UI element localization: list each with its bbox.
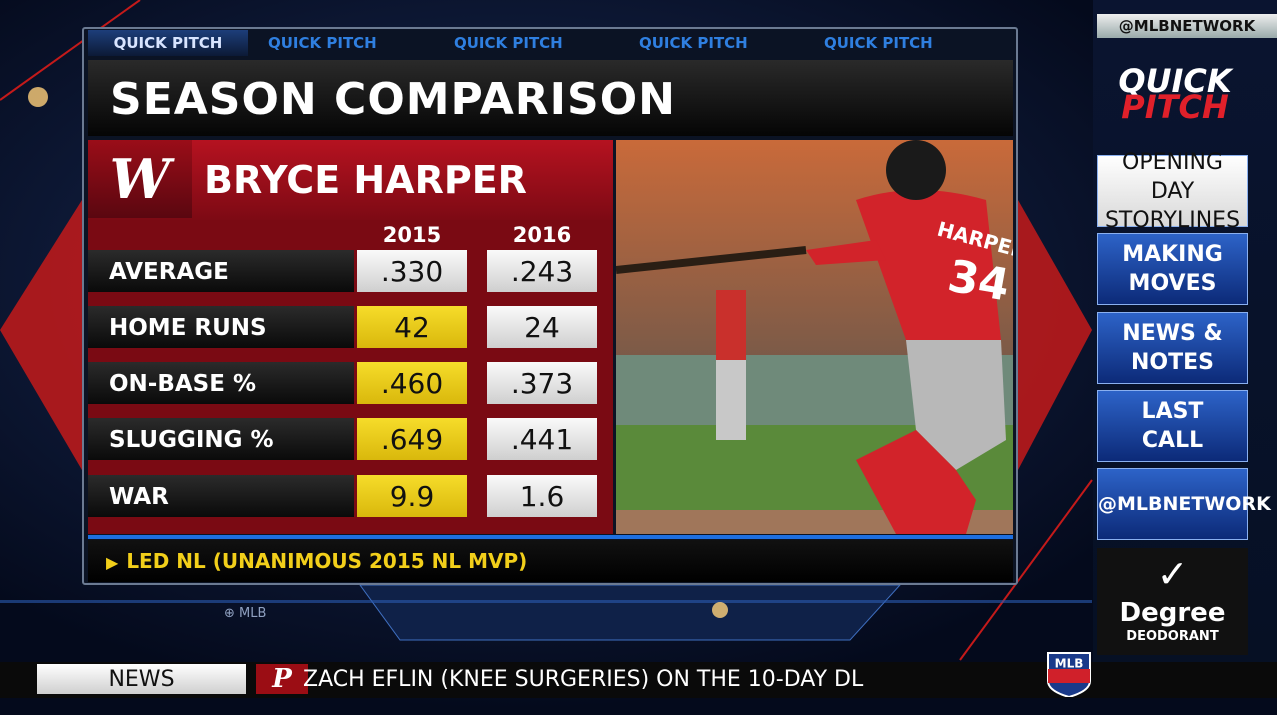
column-header: 2016 [512,223,572,247]
network-logo: MLB [1047,652,1091,697]
advertisement[interactable]: ✓ Degree DEODORANT [1097,548,1248,655]
menu-button[interactable]: OPENING DAY STORYLINES [1097,150,1248,233]
column-header: 2015 [382,223,442,247]
photo-illustration: HARPER 34 [616,140,1013,534]
watermark-text: MLB [239,606,267,621]
ticker-team-logo: P [256,664,308,694]
logo-text: PITCH [1121,88,1229,126]
ticker-label: NEWS [37,664,246,694]
footnote-bar: ▶ LED NL (UNANIMOUS 2015 NL MVP) [88,540,1013,582]
row-label: AVERAGE [88,250,354,292]
row-label: HOME RUNS [88,306,354,348]
player-name: BRYCE HARPER [204,158,527,202]
row-label: ON-BASE % [88,362,354,404]
checkmark: ✓ [1156,552,1189,596]
row-label: WAR [88,475,354,517]
ad-brand: Degree [1119,598,1226,628]
stat-cell: .243 [487,250,597,292]
handle: @MLBNETWORK [1097,14,1277,38]
stat-cell: .373 [487,362,597,404]
stat-cell: 9.9 [357,475,467,517]
divider [88,535,1013,539]
menu-text: OPENING DAY [1122,149,1223,204]
stat-cell: .460 [357,362,467,404]
menu-button[interactable]: MAKING MOVES [1097,233,1248,305]
menu-text: @MLBNETWORK [1098,492,1271,515]
watermark: ⊕ MLB [224,606,267,621]
menu-text: CALL [1141,428,1204,453]
title: SEASON COMPARISON [88,60,1013,136]
team-logo: W [88,140,192,218]
menu-text: LAST [1141,399,1204,424]
network-logo-text: MLB [1055,657,1084,671]
menu-text: MOVES [1128,271,1217,296]
menu-text: STORYLINES [1104,207,1241,233]
ad-product: DEODORANT [1126,629,1219,644]
menu-text: NOTES [1131,350,1214,375]
menu-button[interactable]: NEWS & NOTES [1097,312,1248,384]
tab: QUICK PITCH [88,30,248,56]
tab: QUICK PITCH [268,34,377,52]
menu-text: NEWS & [1122,321,1223,346]
player-photo: HARPER 34 [616,140,1013,534]
jersey-number: 34 [944,251,1013,312]
stat-cell: 1.6 [487,475,597,517]
menu-button[interactable]: LAST CALL [1097,390,1248,462]
stat-cell: .441 [487,418,597,460]
stat-cell: .330 [357,250,467,292]
row-label: SLUGGING % [88,418,354,460]
stat-cell: .649 [357,418,467,460]
tab: QUICK PITCH [454,34,563,52]
ticker-text: ZACH EFLIN (KNEE SURGERIES) ON THE 10-DA… [303,667,864,692]
stat-cell: 42 [357,306,467,348]
logo-text: QUICK [1118,62,1232,100]
tab: QUICK PITCH [639,34,748,52]
footnote: LED NL (UNANIMOUS 2015 NL MVP) [126,549,528,573]
menu-text: MAKING [1122,242,1223,267]
menu-button[interactable]: @MLBNETWORK [1097,468,1271,540]
tab: QUICK PITCH [824,34,933,52]
stat-cell: 24 [487,306,597,348]
